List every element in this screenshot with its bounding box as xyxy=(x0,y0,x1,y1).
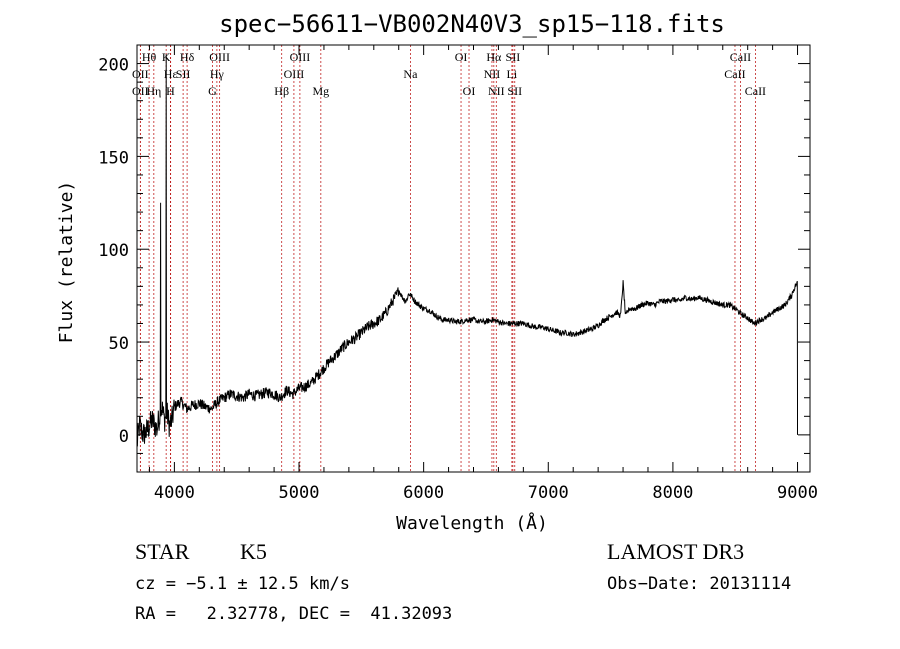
line-label: OIII xyxy=(209,50,230,64)
observation-date: Obs−Date: 20131114 xyxy=(607,574,791,594)
line-label: SII xyxy=(507,84,522,98)
line-label: CaII xyxy=(730,50,751,64)
object-class: STAR xyxy=(135,539,190,564)
line-label: SII xyxy=(176,67,191,81)
line-label: Li xyxy=(507,67,518,81)
y-tick-label: 0 xyxy=(119,427,129,447)
line-label: SII xyxy=(506,50,521,64)
x-tick-label: 8000 xyxy=(652,483,693,503)
line-label: OIII xyxy=(290,50,311,64)
line-label: OII xyxy=(132,67,149,81)
y-tick-label: 150 xyxy=(98,148,129,168)
x-axis-label: Wavelength (Å) xyxy=(396,512,548,534)
line-label: G xyxy=(208,84,217,98)
line-label: OII xyxy=(132,84,149,98)
x-axis-ticks: 4000 5000 6000 7000 8000 9000 xyxy=(148,45,818,503)
spectrum-series xyxy=(136,54,798,447)
spectral-line-markers xyxy=(139,45,756,472)
redshift-info: cz = −5.1 ± 12.5 km/s xyxy=(135,574,350,594)
line-label: Hθ xyxy=(142,50,157,64)
x-tick-label: 9000 xyxy=(777,483,818,503)
survey-name: LAMOST DR3 xyxy=(607,539,744,564)
chart-title: spec−56611−VB002N40V3_sp15−118.fits xyxy=(219,10,725,38)
line-label: Hβ xyxy=(274,84,289,98)
line-label: CaII xyxy=(724,67,745,81)
line-label: OIII xyxy=(284,67,305,81)
line-label: Hη xyxy=(146,84,161,98)
line-label: CaII xyxy=(745,84,766,98)
line-label: OI xyxy=(455,50,468,64)
y-tick-label: 200 xyxy=(98,56,129,76)
line-label: H xyxy=(166,84,175,98)
line-label: Hε xyxy=(164,67,178,81)
spectrum-line xyxy=(136,54,798,447)
y-axis-ticks: 0 50 100 150 200 xyxy=(98,56,810,454)
plot-frame xyxy=(136,44,811,473)
x-tick-label: 4000 xyxy=(154,483,195,503)
y-tick-label: 100 xyxy=(98,241,129,261)
line-label: NII xyxy=(484,67,501,81)
line-label: Hγ xyxy=(210,67,225,81)
line-label: Hα xyxy=(486,50,502,64)
line-label: Mg xyxy=(312,84,329,98)
x-tick-label: 6000 xyxy=(403,483,444,503)
x-tick-label: 7000 xyxy=(528,483,569,503)
object-subclass: K5 xyxy=(240,539,267,564)
coordinates: RA = 2.32778, DEC = 41.32093 xyxy=(135,604,452,624)
line-label: Hδ xyxy=(180,50,195,64)
y-axis-label: Flux (relative) xyxy=(56,181,77,344)
line-label: OI xyxy=(463,84,476,98)
x-tick-label: 5000 xyxy=(279,483,320,503)
line-label: Na xyxy=(403,67,418,81)
y-tick-label: 50 xyxy=(109,334,129,354)
line-label: NII xyxy=(488,84,505,98)
